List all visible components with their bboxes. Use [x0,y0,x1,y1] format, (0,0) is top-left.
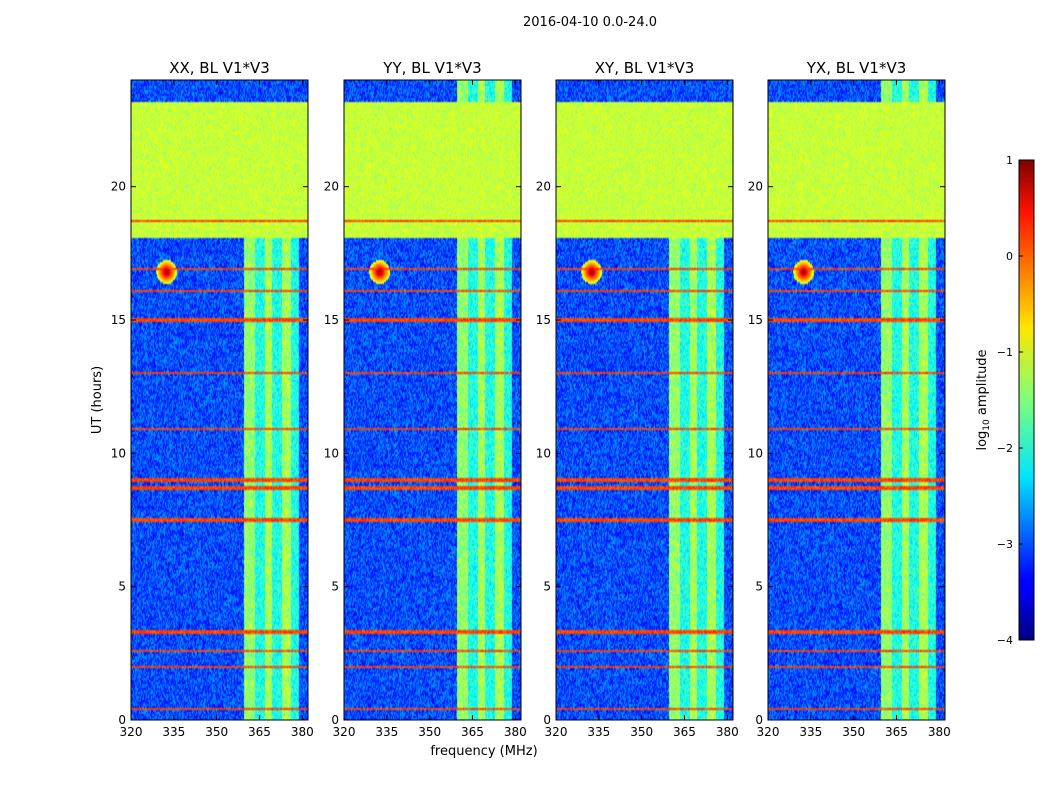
y-tick-label: 0 [331,713,339,727]
y-tick-label: 15 [111,313,126,327]
x-tick-label: 380 [291,725,314,739]
x-tick-label: 350 [205,725,228,739]
y-tick-label: 15 [748,313,763,327]
x-tick-label: 350 [418,725,441,739]
x-tick-label: 365 [248,725,271,739]
x-tick-label: 380 [928,725,951,739]
y-tick-label: 0 [118,713,126,727]
y-tick-label: 0 [755,713,763,727]
colorbar: 10−1−2−3−4 log10 amplitude [975,154,1035,647]
y-tick-label: 20 [324,180,339,194]
y-tick-label: 20 [748,180,763,194]
panel-title: XY, BL V1*V3 [595,59,695,77]
colorbar-tick-label: −1 [997,346,1013,359]
colorbar-label: log10 amplitude [975,349,992,450]
x-tick-label: 335 [799,725,822,739]
y-tick-label: 15 [324,313,339,327]
y-tick-label: 10 [324,446,339,460]
panel-title: YX, BL V1*V3 [806,59,907,77]
x-tick-label: 350 [842,725,865,739]
x-tick-label: 320 [545,725,568,739]
x-tick-label: 365 [461,725,484,739]
y-tick-label: 0 [543,713,551,727]
x-tick-label: 365 [885,725,908,739]
x-tick-label: 335 [375,725,398,739]
x-tick-label: 365 [673,725,696,739]
x-axis-label: frequency (MHz) [430,744,537,759]
colorbar-label-subscript: 10 [982,419,992,431]
colorbar-label-base: log [975,431,990,451]
panel-1: YY, BL V1*V3 320 335 350 365 380 0 5 10 15 20 [324,59,527,739]
y-tick-label: 10 [111,446,126,460]
panel-0: XX, BL V1*V3 320 335 350 365 380 0 5 10 15 20 [111,59,314,739]
y-tick-label: 5 [543,580,551,594]
waterfall-image [131,80,308,720]
x-tick-label: 320 [120,725,143,739]
x-tick-label: 380 [504,725,527,739]
y-axis-label: UT (hours) [90,366,105,434]
x-tick-label: 350 [630,725,653,739]
colorbar-gradient [1018,159,1035,641]
panel-title: YY, BL V1*V3 [382,59,481,77]
panel-frame [130,79,309,721]
y-tick-label: 10 [536,446,551,460]
colorbar-label-rest: amplitude [975,349,990,419]
x-tick-label: 335 [162,725,185,739]
panel-2: XY, BL V1*V3 320 335 350 365 380 0 5 10 15 20 [536,59,739,739]
x-tick-label: 335 [587,725,610,739]
y-tick-label: 5 [755,580,763,594]
panel-frame [767,79,946,721]
figure-title: 2016-04-10 0.0-24.0 [523,15,657,30]
colorbar-tick-label: −3 [997,538,1013,551]
colorbar-ticks: 1 0 −1 −2 −3 −4 [997,154,1023,647]
waterfall-image [556,80,733,720]
panel-title: XX, BL V1*V3 [169,59,270,77]
waterfall-image [344,80,521,720]
x-tick-label: 320 [757,725,780,739]
panel-3: YX, BL V1*V3 320 335 350 365 380 0 5 10 15 20 [748,59,951,739]
x-tick-label: 380 [716,725,739,739]
y-tick-label: 10 [748,446,763,460]
y-tick-label: 20 [536,180,551,194]
panel-frame [343,79,522,721]
colorbar-tick-label: −4 [997,634,1013,647]
y-tick-label: 20 [111,180,126,194]
waterfall-image [768,80,945,720]
x-tick-label: 320 [333,725,356,739]
panel-frame [555,79,734,721]
y-tick-label: 15 [536,313,551,327]
y-tick-label: 5 [118,580,126,594]
colorbar-tick-label: 1 [1006,154,1013,167]
colorbar-tick-label: −2 [997,442,1013,455]
y-tick-label: 5 [331,580,339,594]
colorbar-tick-label: 0 [1006,250,1013,263]
